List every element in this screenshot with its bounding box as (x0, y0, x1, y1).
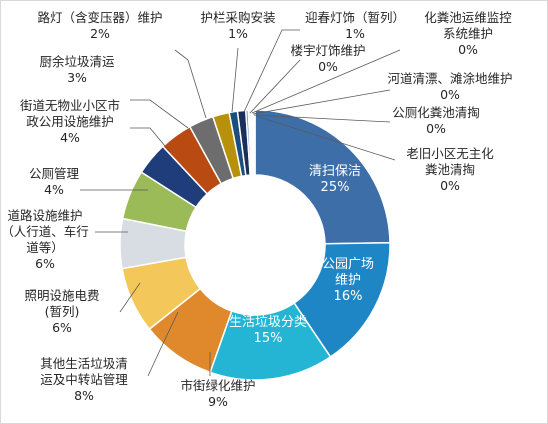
slice-15-value-label: 0% (458, 42, 478, 57)
slice-18-leader-line (255, 115, 396, 161)
slice-18-label: 老旧小区无主化粪池清掏 0% (406, 146, 494, 193)
slice-1-label: 清扫保洁 25% (309, 164, 361, 195)
slice-8-name-line: 公厕管理 (29, 166, 80, 181)
slice-8-label: 公厕管理 4% (29, 166, 80, 197)
slice-6-name-line: 照明设施电费 (24, 288, 99, 303)
slice-13-label: 迎春灯饰（暂列） 1% (305, 10, 405, 41)
slice-2-name-line: 公园广场 (322, 257, 374, 272)
slice-7-name-line: （人行道、车行 (1, 224, 89, 239)
slice-15-name-line: 系统维护 (443, 26, 493, 41)
slice-7-value-label: 6% (35, 256, 55, 271)
slice-16-label: 河道清漂、滩涂地维护 0% (387, 71, 512, 102)
slice-3-value-label: 15% (254, 331, 283, 346)
slice-11-label: 路灯（含变压器）维护 2% (37, 10, 162, 41)
slice-4-label: 市街绿化维护 9% (180, 378, 255, 409)
slice-16-leader-line (252, 89, 391, 115)
slice-10-value-label: 3% (67, 70, 87, 85)
slice-2-name-line: 维护 (335, 273, 361, 288)
slice-16-value-label: 0% (440, 87, 460, 102)
slice-6-name-line: (暂列) (45, 304, 80, 319)
slice-12-name-line: 护栏采购安装 (200, 10, 275, 25)
slice-15-leader-line (251, 49, 401, 114)
slice-13-value-label: 1% (345, 26, 365, 41)
slice-17-name-line: 公厕化粪池清掏 (392, 105, 480, 120)
slice-6-label: 照明设施电费(暂列) 6% (24, 288, 99, 335)
slice-14-leader-line (249, 59, 301, 114)
slice-18-wedge (252, 109, 256, 176)
slice-15-label: 化粪池运维监控系统维护 0% (424, 10, 512, 57)
slice-15-name-line: 化粪池运维监控 (424, 10, 512, 25)
slice-5-value-label: 8% (74, 388, 94, 403)
slice-7-label: 道路设施维护（人行道、车行道等） 6% (1, 208, 89, 271)
slice-5-label: 其他生活垃圾清运及中转站管理 8% (40, 356, 128, 403)
slice-14-value-label: 0% (318, 59, 338, 74)
slice-9-leader-line (130, 127, 171, 153)
slice-11-name-line: 路灯（含变压器）维护 (37, 10, 162, 25)
slice-14-name-line: 楼宇灯饰维护 (290, 43, 365, 58)
slice-7-name-line: 道路设施维护 (7, 208, 82, 223)
slice-9-name-line: 政公用设施维护 (26, 114, 114, 129)
slice-12-leader-line (231, 47, 239, 113)
slice-1-wedge (254, 109, 391, 245)
slice-17-value-label: 0% (426, 121, 446, 136)
slice-4-value-label: 9% (208, 394, 228, 409)
slice-5-name-line: 运及中转站管理 (40, 372, 128, 387)
slice-9-value-label: 4% (60, 130, 80, 145)
slice-3-label: 生活垃圾分类 15% (229, 315, 307, 346)
slice-9-label: 街道无物业小区市政公用设施维护 4% (20, 98, 120, 145)
slice-3-name-line: 生活垃圾分类 (229, 315, 307, 330)
slice-17-label: 公厕化粪池清掏 0% (392, 105, 480, 136)
slice-14-label: 楼宇灯饰维护 0% (290, 43, 365, 74)
slice-18-name-line: 粪池清掏 (425, 162, 475, 177)
slice-10-leader-line (130, 99, 189, 129)
slice-1-value-label: 25% (321, 180, 350, 195)
slice-9-name-line: 街道无物业小区市 (20, 98, 120, 113)
slice-5-leader-line (147, 311, 179, 377)
slice-7-name-line: 道等） (26, 240, 64, 255)
slice-1-name-line: 清扫保洁 (309, 164, 361, 179)
slice-18-name-line: 老旧小区无主化 (406, 146, 494, 161)
slice-6-value-label: 6% (52, 320, 72, 335)
slice-2-label: 公园广场维护 16% (322, 257, 374, 304)
slice-12-value-label: 1% (228, 26, 248, 41)
slice-10-name-line: 厨余垃圾清运 (39, 54, 115, 69)
slice-18-value-label: 0% (440, 178, 460, 193)
slice-12-label: 护栏采购安装 1% (200, 10, 275, 41)
slice-2-value-label: 16% (334, 289, 363, 304)
slice-5-name-line: 其他生活垃圾清 (40, 356, 128, 371)
slice-13-name-line: 迎春灯饰（暂列） (305, 10, 405, 25)
slice-10-label: 厨余垃圾清运 3% (39, 54, 115, 85)
slice-17-leader-line (253, 114, 391, 123)
slice-11-leader-line (174, 49, 207, 119)
slice-13-leader-line (243, 29, 300, 113)
slice-6-leader-line (119, 282, 141, 313)
slice-11-value-label: 2% (90, 26, 110, 41)
slice-4-name-line: 市街绿化维护 (180, 378, 255, 393)
slice-16-name-line: 河道清漂、滩涂地维护 (387, 71, 512, 86)
slice-8-value-label: 4% (44, 182, 64, 197)
